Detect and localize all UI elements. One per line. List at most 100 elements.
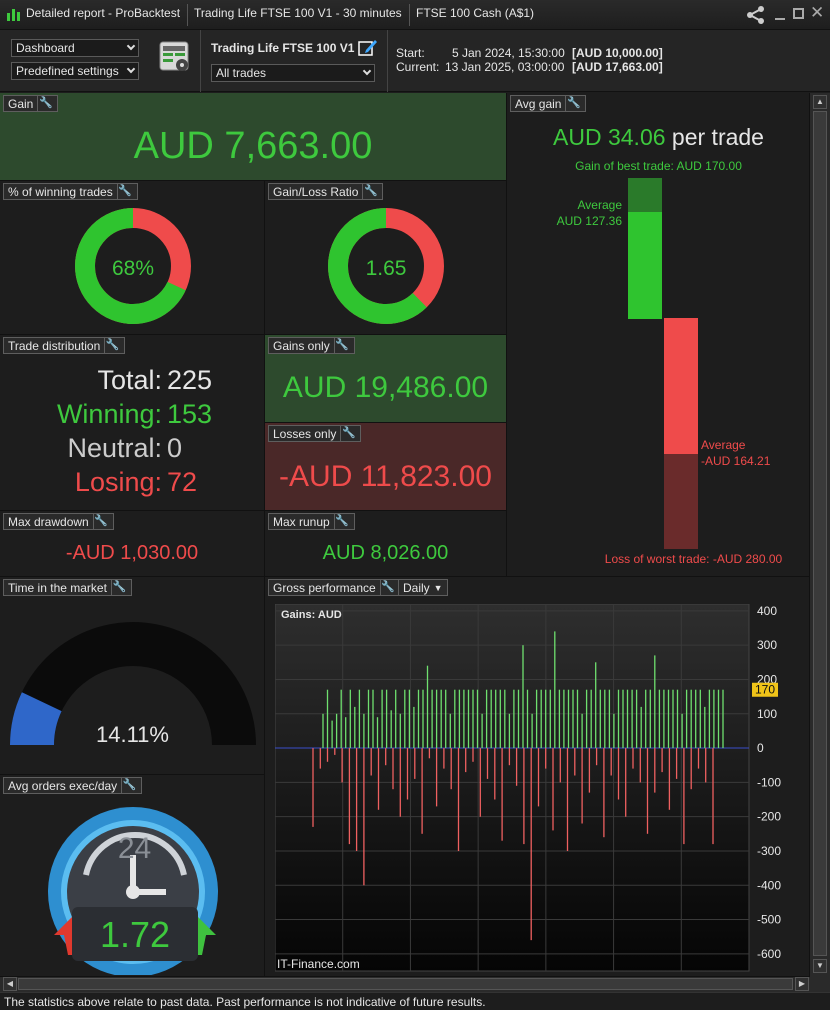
tab-detailed-report[interactable]: Detailed report - ProBacktest: [26, 6, 181, 20]
winning-trades-value: 68%: [111, 257, 155, 280]
neutral-value: 0: [167, 433, 183, 463]
disclaimer: The statistics above relate to past data…: [0, 992, 830, 1010]
y-tick-label: -300: [757, 844, 781, 858]
wrench-icon[interactable]: 🔧: [565, 96, 581, 111]
wrench-icon[interactable]: 🔧: [104, 338, 120, 353]
wrench-icon[interactable]: 🔧: [362, 184, 378, 199]
wrench-icon[interactable]: 🔧: [110, 580, 127, 595]
value-marker-label: 170: [755, 683, 775, 697]
trades-select[interactable]: All trades: [211, 64, 375, 82]
close-icon[interactable]: ✕: [810, 3, 825, 22]
scroll-right-icon[interactable]: ▶: [795, 977, 809, 991]
vertical-scrollbar[interactable]: ▲ ▼: [810, 93, 830, 977]
title-bar: Detailed report - ProBacktest Trading Li…: [0, 0, 830, 30]
avg-win-label: Average: [577, 198, 622, 212]
gross-performance-panel: Gross performance 🔧 Daily ▼ 400 300 200 100 0-…: [265, 577, 810, 977]
current-value: 13 Jan 2025, 03:00:00: [445, 60, 565, 74]
view-select[interactable]: Dashboard: [11, 39, 139, 57]
period-select[interactable]: Daily ▼: [398, 579, 448, 596]
gains-only-label: Gains only 🔧: [268, 337, 355, 354]
max-runup-label: Max runup 🔧: [268, 513, 355, 530]
gains-only-panel: Gains only 🔧 AUD 19,486.00: [265, 335, 507, 423]
max-runup-panel: Max runup 🔧 AUD 8,026.00: [265, 511, 507, 577]
avg-gain-label: Avg gain 🔧: [510, 95, 587, 112]
chart-watermark: IT-Finance.com: [277, 957, 360, 971]
winning-trades-panel: % of winning trades 🔧 68%: [0, 181, 265, 335]
time-in-market-value: 14.11%: [96, 722, 169, 747]
neutral-label: Neutral:: [67, 433, 162, 463]
gain-value: AUD 7,663.00: [133, 125, 373, 167]
scroll-thumb[interactable]: [813, 111, 827, 956]
avg-loss-label: Average: [701, 438, 746, 452]
losses-only-value: -AUD 11,823.00: [279, 460, 492, 493]
best-trade-label: Gain of best trade: AUD 170.00: [575, 159, 742, 173]
horizontal-scrollbar[interactable]: ◀ ▶: [0, 977, 830, 992]
avg-gain-value: AUD 34.06: [553, 124, 666, 150]
max-runup-value: AUD 8,026.00: [322, 542, 449, 564]
share-icon[interactable]: [746, 6, 766, 24]
maximize-icon[interactable]: [793, 8, 804, 19]
tab-system[interactable]: Trading Life FTSE 100 V1 - 30 minutes: [194, 6, 402, 20]
settings-panel-icon[interactable]: [158, 40, 192, 74]
y-tick-label: -100: [757, 775, 781, 789]
avg-loss-bar: [664, 318, 698, 454]
wrench-icon[interactable]: 🔧: [37, 96, 53, 111]
hscroll-thumb[interactable]: [18, 978, 793, 990]
scroll-left-icon[interactable]: ◀: [3, 977, 17, 991]
ratio-label: Gain/Loss Ratio 🔧: [268, 183, 384, 200]
scroll-up-icon[interactable]: ▲: [813, 95, 827, 109]
winning-value: 153: [167, 399, 213, 429]
losing-label: Losing:: [74, 467, 162, 497]
y-tick-label: 400: [757, 604, 777, 618]
wrench-icon[interactable]: 🔧: [333, 514, 350, 529]
y-tick-label: 0: [757, 741, 764, 755]
avg-orders-label: Avg orders exec/day 🔧: [3, 777, 143, 794]
settings-select[interactable]: Predefined settings: [11, 62, 139, 80]
orders-value-box: [72, 907, 198, 961]
winning-label: Winning:: [56, 399, 162, 429]
system-name: Trading Life FTSE 100 V1: [211, 41, 355, 55]
start-value: 5 Jan 2024, 15:30:00: [452, 46, 565, 60]
losing-value: 72: [167, 467, 198, 497]
chart-title: Gains: AUD: [281, 609, 342, 621]
gain-label: Gain 🔧: [3, 95, 59, 112]
ratio-panel: Gain/Loss Ratio 🔧 1.65: [265, 181, 507, 335]
wrench-icon[interactable]: 🔧: [116, 184, 133, 199]
start-label: Start:: [396, 46, 425, 60]
wrench-icon[interactable]: 🔧: [121, 778, 137, 793]
clock-label: 24: [117, 832, 152, 865]
winning-donut: [75, 208, 191, 324]
wrench-icon[interactable]: 🔧: [379, 580, 396, 595]
losses-only-label: Losses only 🔧: [268, 425, 362, 442]
time-gauge: [9, 622, 256, 745]
edit-icon[interactable]: [358, 38, 378, 56]
y-tick-label: -400: [757, 878, 781, 892]
y-tick-label: 100: [757, 707, 777, 721]
minimize-icon[interactable]: [775, 18, 785, 20]
ratio-value: 1.65: [365, 257, 407, 280]
max-drawdown-label: Max drawdown 🔧: [3, 513, 114, 530]
toolbar: Dashboard Predefined settings Trading Li…: [0, 30, 830, 92]
value-marker: [752, 682, 778, 697]
tab-instrument[interactable]: FTSE 100 Cash (A$1): [416, 6, 535, 20]
wrench-icon[interactable]: 🔧: [92, 514, 109, 529]
avg-gain-suffix: per trade: [671, 124, 764, 150]
total-value: 225: [167, 365, 213, 395]
app-logo-icon: [6, 7, 22, 23]
y-tick-label: 300: [757, 638, 777, 652]
avg-win-value: AUD 127.36: [556, 214, 622, 228]
avg-orders-panel: Avg orders exec/day 🔧 24 1.72: [0, 775, 265, 977]
ratio-donut: [328, 208, 444, 324]
gains-only-value: AUD 19,486.00: [282, 371, 489, 404]
time-in-market-panel: Time in the market 🔧 14.11%: [0, 577, 265, 775]
worst-trade-label: Loss of worst trade: -AUD 280.00: [604, 552, 783, 566]
trade-distribution-panel: Trade distribution 🔧 Total: 225 Winning: …: [0, 335, 265, 511]
time-in-market-label: Time in the market 🔧: [3, 579, 132, 596]
wrench-icon[interactable]: 🔧: [333, 338, 350, 353]
scroll-down-icon[interactable]: ▼: [813, 959, 827, 973]
current-label: Current:: [396, 60, 440, 74]
start-capital: [AUD 10,000.00]: [572, 46, 663, 60]
wrench-icon[interactable]: 🔧: [340, 426, 356, 441]
gross-performance-label: Gross performance 🔧: [268, 579, 401, 596]
